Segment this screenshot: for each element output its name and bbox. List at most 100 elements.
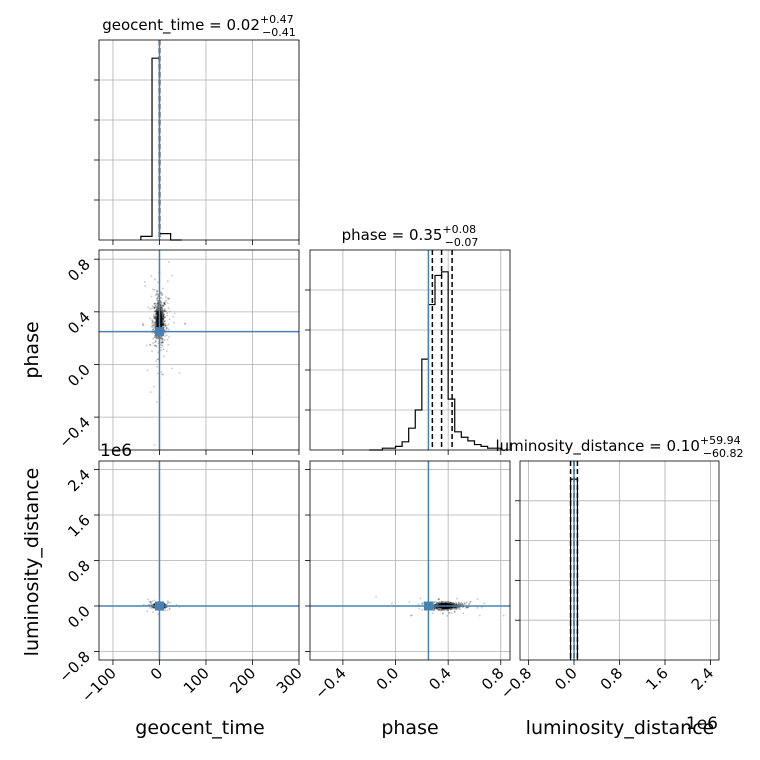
scatter-geocent_time-vs-phase-point — [173, 312, 176, 315]
scatter-phase-vs-luminosity_distance-point — [437, 606, 439, 609]
scatter-geocent_time-vs-phase-point — [163, 301, 165, 304]
scatter-geocent_time-vs-phase-point — [168, 310, 171, 313]
scatter-phase-vs-luminosity_distance-point — [420, 602, 423, 605]
scatter-phase-vs-luminosity_distance-point — [432, 609, 435, 611]
scatter-geocent_time-vs-luminosity_distance-point — [148, 601, 151, 603]
scatter-phase-vs-luminosity_distance-point — [457, 601, 460, 604]
scatter-geocent_time-vs-phase-point — [142, 323, 145, 327]
scatter-phase-vs-luminosity_distance-point — [453, 608, 456, 611]
scatter-geocent_time-vs-phase-point — [167, 328, 170, 331]
scatter-phase-vs-luminosity_distance-point — [436, 603, 439, 606]
scatter-phase-vs-luminosity_distance-point — [455, 608, 458, 610]
scatter-geocent_time-vs-phase-point — [149, 317, 151, 320]
scatter-geocent_time-vs-phase-point — [154, 310, 157, 312]
scatter-phase-vs-luminosity_distance-xtick-label: −0.4 — [311, 664, 349, 702]
scatter-geocent_time-vs-phase-point — [156, 372, 159, 375]
scatter-geocent_time-vs-phase-point — [154, 336, 157, 338]
scatter-phase-vs-luminosity_distance-point — [434, 607, 436, 610]
scatter-phase-vs-luminosity_distance-point — [438, 609, 440, 612]
scatter-geocent_time-vs-phase-point — [155, 310, 158, 313]
scatter-phase-vs-luminosity_distance-point — [466, 606, 469, 609]
scatter-phase-vs-luminosity_distance-point — [456, 607, 459, 610]
scatter-geocent_time-vs-phase-point — [153, 314, 155, 317]
scatter-geocent_time-vs-luminosity_distance-point — [164, 602, 166, 605]
scatter-geocent_time-vs-luminosity_distance-xtick-label: 100 — [180, 664, 213, 697]
scatter-phase-vs-luminosity_distance-point — [476, 606, 479, 609]
scatter-geocent_time-vs-phase-point — [164, 316, 167, 319]
scatter-geocent_time-vs-phase-point — [156, 290, 159, 293]
scatter-geocent_time-vs-phase-point — [151, 307, 153, 310]
scatter-phase-vs-luminosity_distance-point — [447, 601, 450, 604]
scatter-geocent_time-vs-phase-point — [163, 310, 166, 312]
scatter-geocent_time-vs-phase-point — [154, 322, 157, 324]
scatter-geocent_time-vs-phase-point — [162, 313, 165, 316]
scatter-geocent_time-vs-phase-ytick-label: 0.8 — [64, 255, 94, 285]
scatter-phase-vs-luminosity_distance-point — [451, 602, 454, 605]
hist-luminosity_distance-xtick-label: 0.0 — [551, 664, 581, 694]
scatter-phase-vs-luminosity_distance-point — [462, 612, 465, 615]
scatter-phase-vs-luminosity_distance-point — [440, 608, 442, 611]
scatter-phase-vs-luminosity_distance-point — [435, 603, 438, 606]
scatter-phase-vs-luminosity_distance-point — [436, 606, 439, 609]
scatter-geocent_time-vs-phase-point — [162, 322, 165, 325]
scatter-geocent_time-vs-phase-point — [153, 336, 156, 339]
scatter-geocent_time-vs-phase-point — [165, 324, 168, 327]
scatter-phase-vs-luminosity_distance-point — [454, 606, 457, 609]
scatter-geocent_time-vs-phase-point — [165, 299, 168, 302]
scatter-geocent_time-vs-phase-point — [156, 302, 159, 305]
offset-label-left: 1e6 — [100, 441, 132, 461]
scatter-geocent_time-vs-phase-point — [160, 338, 163, 341]
scatter-geocent_time-vs-phase-point — [162, 304, 165, 307]
scatter-phase-vs-luminosity_distance-point — [452, 601, 455, 604]
scatter-geocent_time-vs-phase-point — [153, 335, 156, 338]
scatter-geocent_time-vs-phase-point — [153, 321, 156, 324]
scatter-phase-vs-luminosity_distance-point — [435, 606, 438, 609]
scatter-geocent_time-vs-phase-point — [154, 306, 157, 309]
scatter-geocent_time-vs-luminosity_distance-point — [163, 603, 166, 606]
xlabel-phase: phase — [381, 717, 438, 739]
scatter-geocent_time-vs-phase-point — [161, 307, 164, 310]
scatter-geocent_time-vs-phase-point — [162, 317, 165, 320]
scatter-geocent_time-vs-luminosity_distance-point — [166, 609, 169, 612]
scatter-geocent_time-vs-phase-point — [157, 281, 159, 284]
scatter-phase-vs-luminosity_distance-point — [450, 602, 453, 605]
scatter-geocent_time-vs-phase-point — [152, 324, 154, 327]
scatter-phase-vs-luminosity_distance-point — [447, 611, 450, 614]
scatter-geocent_time-vs-phase-point — [154, 304, 157, 307]
scatter-geocent_time-vs-phase-point — [152, 328, 155, 331]
scatter-geocent_time-vs-phase-point — [154, 325, 157, 328]
scatter-phase-vs-luminosity_distance-point — [451, 607, 453, 610]
scatter-geocent_time-vs-phase-point — [183, 322, 187, 325]
scatter-geocent_time-vs-luminosity_distance-ytick-label: −0.8 — [55, 648, 93, 686]
scatter-geocent_time-vs-phase-point — [160, 342, 163, 344]
scatter-geocent_time-vs-phase-point — [162, 316, 165, 318]
scatter-geocent_time-vs-phase-point — [165, 350, 168, 353]
scatter-geocent_time-vs-phase-point — [167, 297, 170, 300]
scatter-phase-vs-luminosity_distance-point — [456, 597, 458, 600]
scatter-geocent_time-vs-luminosity_distance-point — [142, 603, 145, 606]
scatter-geocent_time-vs-phase-point — [156, 300, 159, 303]
scatter-geocent_time-vs-phase-point — [156, 299, 158, 301]
scatter-geocent_time-vs-phase-point — [165, 326, 168, 329]
scatter-geocent_time-vs-phase-point — [162, 304, 165, 307]
scatter-geocent_time-vs-phase-point — [161, 287, 164, 290]
scatter-geocent_time-vs-phase-point — [161, 341, 164, 344]
hist-luminosity_distance-title: luminosity_distance = 0.10+59.94 −60.82 — [495, 434, 743, 460]
scatter-geocent_time-vs-phase-point — [152, 321, 155, 324]
scatter-geocent_time-vs-luminosity_distance-point — [146, 609, 149, 612]
scatter-geocent_time-vs-phase-point — [157, 309, 159, 312]
scatter-phase-vs-luminosity_distance-point — [455, 608, 458, 611]
scatter-geocent_time-vs-phase-point — [149, 343, 152, 346]
scatter-geocent_time-vs-luminosity_distance-point — [169, 601, 172, 604]
scatter-phase-vs-luminosity_distance-point — [438, 608, 441, 611]
scatter-phase-vs-luminosity_distance-point — [466, 606, 469, 609]
scatter-geocent_time-vs-phase-point — [162, 319, 165, 321]
scatter-geocent_time-vs-phase-point — [163, 316, 166, 319]
scatter-geocent_time-vs-phase-point — [143, 281, 146, 283]
scatter-phase-vs-luminosity_distance-point — [453, 603, 456, 606]
scatter-geocent_time-vs-phase-point — [161, 312, 164, 315]
scatter-phase-vs-luminosity_distance: −0.4 0.0 0.4 0.8 — [305, 460, 511, 703]
scatter-phase-vs-luminosity_distance-point — [453, 606, 456, 609]
scatter-geocent_time-vs-luminosity_distance-point — [153, 603, 156, 606]
scatter-phase-vs-luminosity_distance-point — [460, 601, 463, 604]
